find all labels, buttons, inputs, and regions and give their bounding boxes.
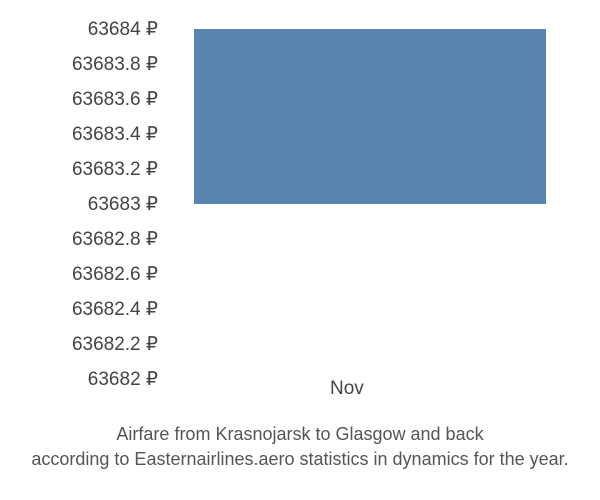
plot-area [170, 12, 570, 362]
y-tick: 63683 ₽ [18, 187, 158, 222]
chart-caption: Airfare from Krasnojarsk to Glasgow and … [0, 422, 600, 472]
y-tick: 63682.6 ₽ [18, 257, 158, 292]
y-tick: 63683.4 ₽ [18, 117, 158, 152]
y-tick: 63682.4 ₽ [18, 292, 158, 327]
y-tick: 63684 ₽ [18, 12, 158, 47]
bar-nov [194, 29, 546, 204]
airfare-chart: 63684 ₽ 63683.8 ₽ 63683.6 ₽ 63683.4 ₽ 63… [0, 0, 600, 500]
y-tick: 63682.8 ₽ [18, 222, 158, 257]
caption-line-2: according to Easternairlines.aero statis… [31, 449, 568, 469]
x-axis-label: Nov [330, 378, 364, 400]
y-tick: 63682 ₽ [18, 362, 158, 397]
y-tick: 63683.6 ₽ [18, 82, 158, 117]
y-axis: 63684 ₽ 63683.8 ₽ 63683.6 ₽ 63683.4 ₽ 63… [18, 12, 158, 397]
caption-line-1: Airfare from Krasnojarsk to Glasgow and … [116, 424, 483, 444]
y-tick: 63683.8 ₽ [18, 47, 158, 82]
y-tick: 63682.2 ₽ [18, 327, 158, 362]
y-tick: 63683.2 ₽ [18, 152, 158, 187]
